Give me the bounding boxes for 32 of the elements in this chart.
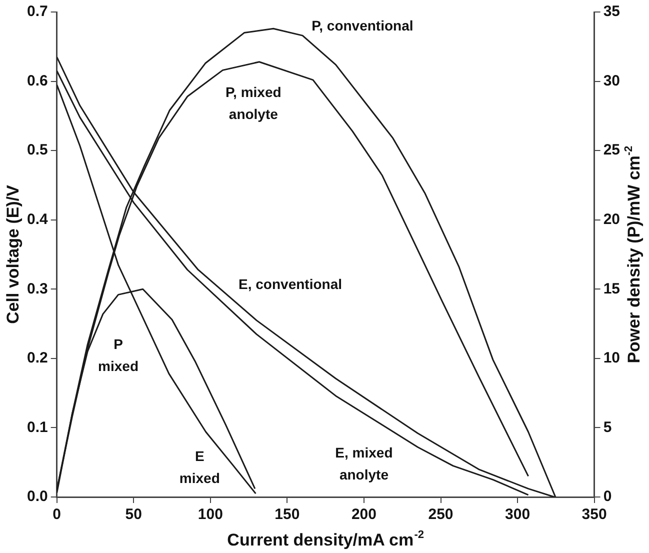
x-tick-label: 100 (198, 506, 223, 524)
x-tick-label: 350 (582, 506, 607, 524)
y-tick-label: 0.2 (26, 350, 48, 367)
series-label: P, mixed anolyte (226, 84, 282, 122)
y-tick-label: 0.0 (26, 488, 48, 506)
series-label: E, conventional (238, 276, 342, 292)
y-tick-label: 0.4 (26, 211, 48, 228)
y-tick-label: 0.6 (26, 72, 48, 90)
y-tick-label: 0.1 (26, 418, 48, 436)
x-tick-label: 50 (125, 506, 142, 524)
y-tick-label: 0.7 (26, 3, 48, 20)
series-label: E mixed (179, 448, 220, 486)
y-axis-title: Cell voltage (E)/V (4, 184, 23, 324)
x-tick-label: 200 (351, 506, 376, 524)
x-tick-label: 0 (52, 506, 62, 524)
x-tick-label: 300 (505, 506, 530, 524)
y2-tick-label: 10 (603, 350, 620, 367)
y2-tick-label: 20 (603, 211, 620, 228)
series-label: P, conventional (312, 17, 414, 34)
y2-axis-title: Power density (P)/mW cm-2 (623, 146, 644, 364)
series-label: E, mixed anolyte (335, 444, 393, 482)
y2-tick-label: 30 (603, 72, 620, 90)
y2-tick-label: 15 (603, 280, 620, 298)
y2-tick-label: 35 (603, 3, 620, 20)
series-label: P mixed (98, 336, 139, 374)
y-tick-label: 0.5 (26, 142, 48, 159)
y-tick-label: 0.3 (26, 280, 48, 298)
y2-tick-label: 0 (603, 488, 612, 506)
y2-tick-label: 5 (603, 418, 612, 436)
y2-tick-label: 25 (603, 142, 620, 159)
x-tick-label: 250 (428, 506, 454, 524)
x-tick-label: 150 (274, 506, 300, 524)
